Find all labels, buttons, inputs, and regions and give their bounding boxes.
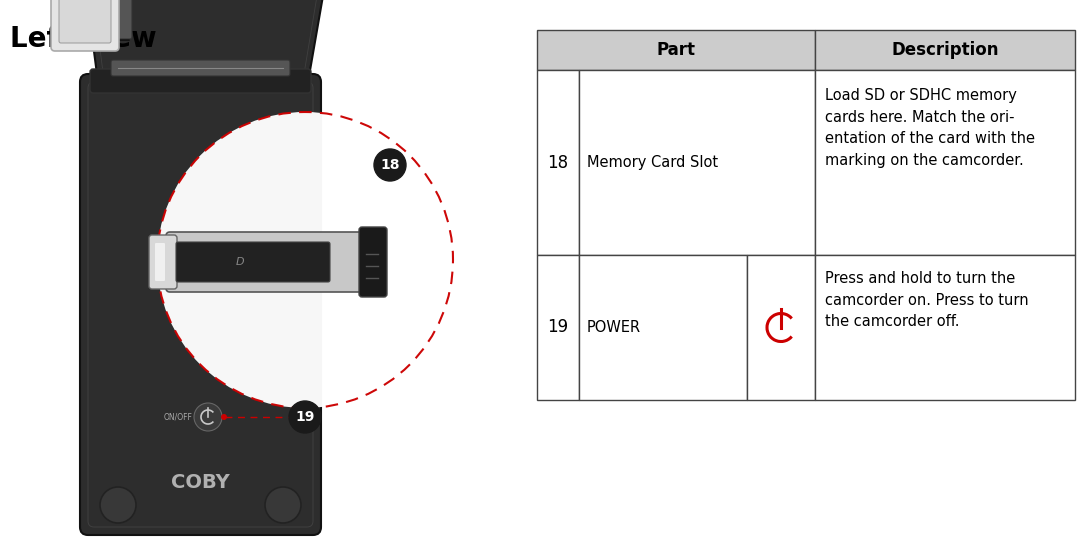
Circle shape [265, 487, 301, 523]
FancyBboxPatch shape [537, 30, 815, 70]
Text: Memory Card Slot: Memory Card Slot [587, 155, 719, 170]
FancyBboxPatch shape [113, 0, 132, 39]
Text: POWER: POWER [587, 320, 641, 335]
Circle shape [289, 401, 321, 433]
Text: Press and hold to turn the
camcorder on. Press to turn
the camcorder off.: Press and hold to turn the camcorder on.… [825, 271, 1028, 329]
Text: 19: 19 [296, 410, 315, 424]
FancyBboxPatch shape [51, 0, 118, 51]
FancyBboxPatch shape [111, 60, 290, 76]
Circle shape [221, 414, 227, 420]
FancyBboxPatch shape [747, 255, 815, 400]
Text: COBY: COBY [171, 472, 229, 492]
Text: D: D [236, 257, 245, 267]
FancyBboxPatch shape [176, 242, 330, 282]
FancyBboxPatch shape [59, 0, 111, 43]
FancyBboxPatch shape [815, 255, 1075, 400]
FancyBboxPatch shape [579, 70, 815, 255]
Polygon shape [83, 0, 328, 82]
FancyBboxPatch shape [149, 235, 177, 289]
Text: Part: Part [657, 41, 696, 59]
Text: Left View: Left View [10, 25, 157, 53]
Circle shape [157, 112, 453, 408]
FancyBboxPatch shape [815, 30, 1075, 70]
FancyBboxPatch shape [537, 70, 579, 255]
FancyBboxPatch shape [90, 69, 311, 93]
Text: Load SD or SDHC memory
cards here. Match the ori-
entation of the card with the
: Load SD or SDHC memory cards here. Match… [825, 88, 1035, 168]
Text: Description: Description [891, 41, 999, 59]
FancyBboxPatch shape [359, 227, 387, 297]
Text: 18: 18 [548, 154, 569, 171]
FancyBboxPatch shape [537, 255, 579, 400]
FancyBboxPatch shape [80, 74, 321, 535]
FancyBboxPatch shape [166, 232, 364, 292]
Circle shape [100, 487, 136, 523]
Text: ON/OFF: ON/OFF [163, 412, 192, 421]
FancyBboxPatch shape [155, 243, 165, 281]
Circle shape [193, 403, 222, 431]
Circle shape [374, 149, 407, 181]
Text: 18: 18 [380, 158, 400, 172]
FancyBboxPatch shape [579, 255, 747, 400]
FancyBboxPatch shape [815, 70, 1075, 255]
Text: 19: 19 [548, 319, 569, 336]
